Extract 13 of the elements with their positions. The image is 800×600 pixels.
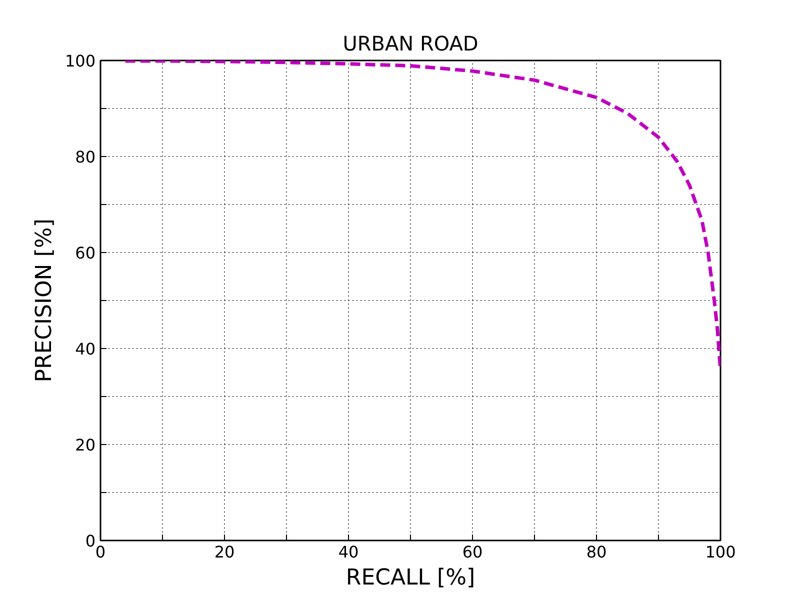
x-axis-title: RECALL [%] (346, 566, 476, 590)
x-tick-label: 20 (214, 542, 235, 562)
y-tick-label: 60 (75, 244, 96, 262)
y-axis-title: PRECISION [%] (32, 218, 57, 382)
y-tick-label: 20 (75, 436, 96, 454)
x-tick-label: 60 (462, 542, 483, 562)
chart-title: URBAN ROAD (342, 32, 478, 56)
x-tick-label: 100 (705, 542, 736, 562)
y-tick-label: 100 (64, 52, 96, 70)
x-tick-label: 40 (338, 542, 359, 562)
x-tick-label: 80 (586, 542, 607, 562)
y-tick-label: 40 (75, 340, 96, 358)
y-tick-label: 80 (75, 148, 96, 166)
